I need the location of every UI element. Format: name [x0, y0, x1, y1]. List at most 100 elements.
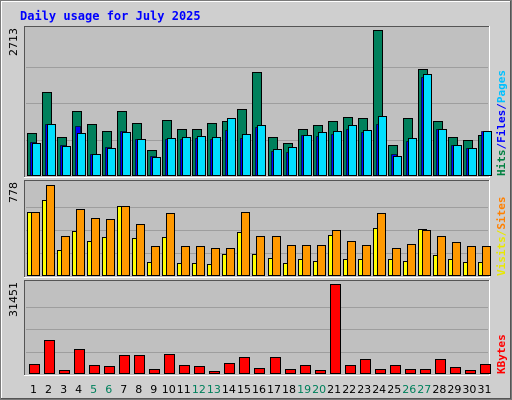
bar-kbytes-day-24: [375, 369, 386, 374]
bar-kbytes-day-31: [480, 364, 491, 374]
bar-kbytes-day-3: [59, 370, 70, 374]
bar-pages-day-4: [77, 133, 86, 176]
bar-pages-day-14: [227, 118, 236, 176]
legend-label: Files: [495, 110, 508, 143]
bar-sites-day-3: [61, 236, 70, 276]
bar-kbytes-day-15: [239, 357, 250, 374]
bar-pages-day-8: [137, 139, 146, 176]
bar-kbytes-day-14: [224, 363, 235, 374]
bar-sites-day-2: [46, 185, 55, 276]
x-tick-label: 23: [357, 383, 371, 396]
bar-sites-day-14: [226, 248, 235, 276]
bar-pages-day-9: [152, 157, 161, 176]
x-tick-label: 24: [372, 383, 386, 396]
bar-pages-day-22: [348, 125, 357, 176]
bar-kbytes-day-17: [270, 357, 281, 374]
legend-label: /: [495, 103, 508, 110]
bar-kbytes-day-25: [390, 365, 401, 374]
bar-sites-day-30: [467, 246, 476, 276]
bar-pages-day-2: [47, 124, 56, 176]
bar-kbytes-day-11: [179, 365, 190, 374]
bar-sites-day-24: [377, 213, 386, 276]
bar-sites-day-10: [166, 213, 175, 276]
legend-label: Hits: [495, 150, 508, 177]
bar-pages-day-20: [318, 132, 327, 176]
bar-sites-day-20: [317, 245, 326, 276]
x-tick-label: 21: [327, 383, 341, 396]
bar-sites-day-22: [347, 241, 356, 276]
bar-kbytes-day-21: [330, 284, 341, 374]
bar-pages-day-29: [453, 145, 462, 176]
bar-kbytes-day-22: [345, 365, 356, 374]
bar-pages-day-11: [182, 137, 191, 176]
bar-kbytes-day-7: [119, 355, 130, 374]
legend-label: Sites: [495, 197, 508, 230]
x-tick-label: 4: [75, 383, 82, 396]
x-tick-label: 26: [402, 383, 416, 396]
x-tick-label: 15: [237, 383, 251, 396]
bar-kbytes-day-9: [149, 369, 160, 374]
bar-kbytes-day-20: [315, 370, 326, 374]
bar-pages-day-24: [378, 116, 387, 176]
x-tick-label: 8: [135, 383, 142, 396]
bar-pages-day-27: [423, 74, 432, 176]
bar-pages-day-3: [62, 146, 71, 176]
x-axis: 1 2 3 4 5 6 7 8 9 10 11 12 13 14 15 16 17 18 19 20 21 22 23 24 2…: [30, 383, 492, 396]
bar-sites-day-15: [241, 212, 250, 276]
bar-sites-day-6: [106, 219, 115, 276]
x-tick-label: 17: [267, 383, 281, 396]
bar-pages-day-16: [257, 125, 266, 176]
bar-sites-day-27: [422, 230, 431, 276]
chart-title: Daily usage for July 2025: [20, 9, 201, 23]
bar-kbytes-day-23: [360, 359, 371, 374]
bar-pages-day-6: [107, 148, 116, 176]
bar-sites-day-19: [302, 245, 311, 276]
bar-kbytes-day-2: [44, 340, 55, 374]
bar-pages-day-13: [212, 137, 221, 176]
bar-kbytes-day-18: [285, 369, 296, 374]
bar-kbytes-day-30: [465, 370, 476, 374]
bar-kbytes-day-8: [134, 355, 145, 374]
bar-pages-day-26: [408, 138, 417, 176]
bars-hits: [27, 30, 492, 176]
bar-pages-day-1: [32, 143, 41, 176]
x-tick-label: 6: [105, 383, 112, 396]
x-tick-label: 7: [120, 383, 127, 396]
bar-kbytes-day-10: [164, 354, 175, 374]
x-tick-label: 29: [447, 383, 461, 396]
bar-sites-day-29: [452, 242, 461, 276]
x-tick-label: 31: [478, 383, 492, 396]
x-tick-label: 16: [252, 383, 266, 396]
bar-pages-day-18: [288, 147, 297, 176]
x-tick-label: 11: [177, 383, 191, 396]
x-tick-label: 12: [192, 383, 206, 396]
bar-sites-day-1: [31, 212, 40, 276]
x-tick-label: 9: [150, 383, 157, 396]
bar-sites-day-28: [437, 236, 446, 276]
bar-sites-day-7: [121, 206, 130, 276]
bar-pages-day-7: [122, 132, 131, 176]
y-max-label: 2713: [7, 28, 20, 56]
bar-kbytes-day-12: [194, 366, 205, 374]
series-legend-kbytes: KBytes: [495, 334, 508, 374]
panel-visits: 778 Visits/Sites: [7, 180, 508, 278]
bar-kbytes-day-29: [450, 367, 461, 374]
legend-label: /: [495, 229, 508, 236]
bar-pages-day-25: [393, 156, 402, 176]
bar-pages-day-10: [167, 138, 176, 176]
bar-kbytes-day-5: [89, 365, 100, 374]
legend-label: /: [495, 143, 508, 150]
legend-label: Pages: [495, 70, 508, 103]
bar-kbytes-day-19: [300, 365, 311, 374]
bar-kbytes-day-26: [405, 369, 416, 374]
bar-pages-day-17: [273, 149, 282, 176]
bar-kbytes-day-13: [209, 371, 220, 374]
x-tick-label: 19: [297, 383, 311, 396]
bar-pages-day-21: [333, 131, 342, 176]
x-tick-label: 10: [162, 383, 176, 396]
x-tick-label: 18: [282, 383, 296, 396]
bar-kbytes-day-27: [420, 369, 431, 374]
bar-sites-day-26: [407, 244, 416, 276]
